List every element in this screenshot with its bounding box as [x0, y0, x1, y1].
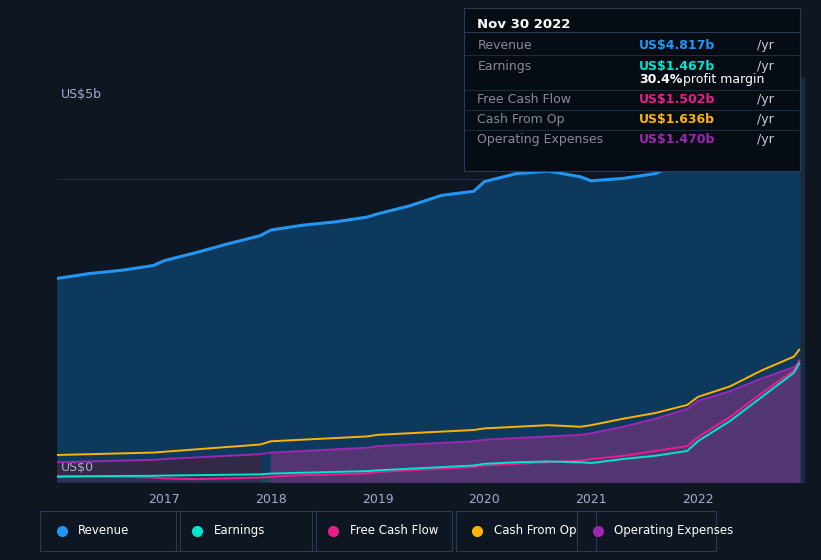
Text: US$1.467b: US$1.467b [639, 59, 715, 73]
Text: US$0: US$0 [62, 460, 94, 474]
Text: /yr: /yr [757, 113, 773, 126]
Text: Operating Expenses: Operating Expenses [614, 524, 734, 537]
Text: profit margin: profit margin [683, 73, 764, 86]
Text: Operating Expenses: Operating Expenses [477, 133, 603, 146]
Text: /yr: /yr [757, 59, 773, 73]
Text: /yr: /yr [757, 93, 773, 106]
Text: US$4.817b: US$4.817b [639, 39, 715, 52]
Text: Earnings: Earnings [477, 59, 531, 73]
Text: Cash From Op: Cash From Op [477, 113, 565, 126]
Text: 30.4%: 30.4% [639, 73, 682, 86]
Bar [698, 78, 805, 482]
Text: US$1.636b: US$1.636b [639, 113, 715, 126]
Text: Cash From Op: Cash From Op [493, 524, 576, 537]
Text: /yr: /yr [757, 39, 773, 52]
Text: Free Cash Flow: Free Cash Flow [477, 93, 571, 106]
Text: Revenue: Revenue [78, 524, 130, 537]
Text: Nov 30 2022: Nov 30 2022 [477, 18, 571, 31]
Text: US$5b: US$5b [62, 88, 102, 101]
Text: Free Cash Flow: Free Cash Flow [350, 524, 438, 537]
Text: Revenue: Revenue [477, 39, 532, 52]
Text: US$1.502b: US$1.502b [639, 93, 715, 106]
Text: Earnings: Earnings [214, 524, 265, 537]
Text: /yr: /yr [757, 133, 773, 146]
Text: US$1.470b: US$1.470b [639, 133, 715, 146]
